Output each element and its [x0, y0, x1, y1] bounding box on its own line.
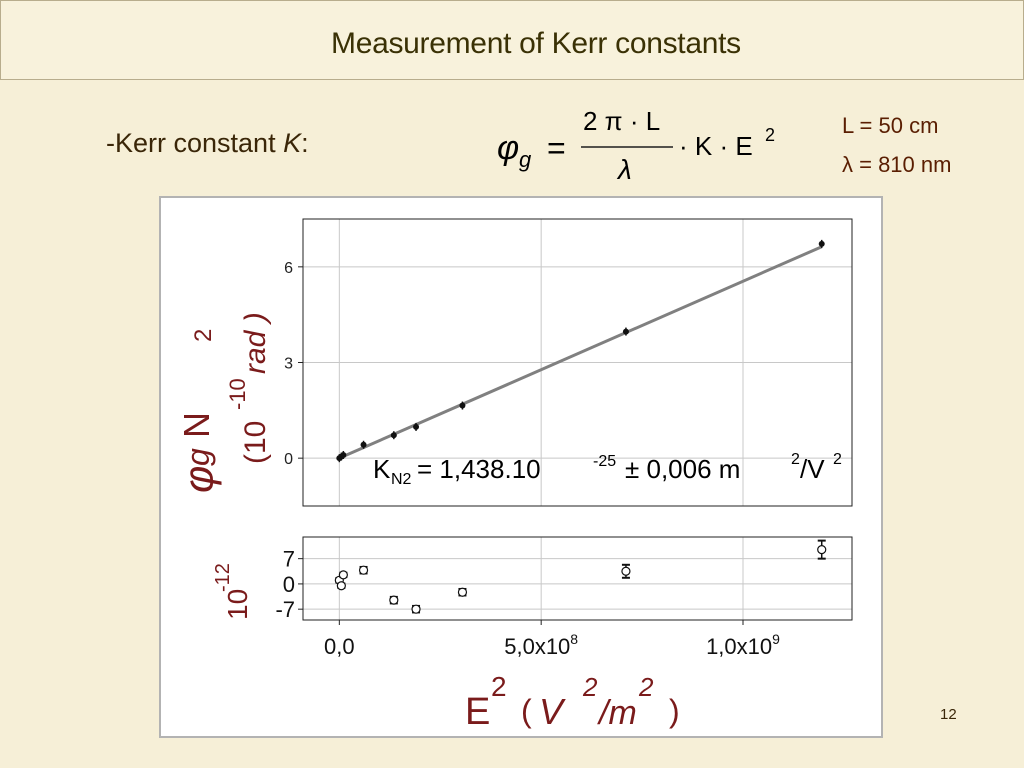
main-data-point — [390, 432, 397, 439]
x-axis-label: E 2 ( V 2 /m 2 ) — [465, 671, 680, 733]
kerr-chart: 036 φ g N 2 (10 -10 rad ) K N2 = 1,438.1… — [175, 218, 853, 733]
annotation-mid: = 1,438.10 — [417, 454, 541, 484]
main-ytick-label: 6 — [284, 260, 293, 277]
residual-y-axis-label: 10 -12 — [212, 563, 253, 620]
main-y-axis-label: φ g N 2 (10 -10 rad ) — [175, 312, 272, 493]
residual-grid — [303, 537, 852, 620]
residual-plot-area — [302, 536, 853, 621]
res-data-point — [817, 545, 827, 555]
xlabel-E-exp: 2 — [491, 671, 507, 702]
formula-phi: φ — [497, 129, 519, 167]
formula-rhs: · K · E — [679, 131, 753, 161]
main-ytick-label: 0 — [284, 451, 293, 468]
res-ytick-label: -7 — [275, 597, 295, 622]
annotation-exp2: 2 — [791, 451, 800, 468]
main-data-point — [818, 240, 825, 247]
res-data-point — [389, 595, 399, 605]
annotation-sub: N2 — [391, 471, 412, 488]
parameters: L = 50 cm λ = 810 nm — [842, 106, 951, 184]
annotation-exp: -25 — [593, 453, 616, 470]
kerr-label-symbol: K — [283, 128, 302, 158]
residual-data-points — [334, 539, 827, 614]
ylabel-unit-exp: -10 — [225, 378, 250, 410]
kerr-label-suffix: : — [301, 128, 309, 158]
title-bar: Measurement of Kerr constants — [0, 0, 1024, 80]
kerr-label-prefix: -Kerr constant — [106, 128, 284, 158]
main-ytick-label: 3 — [284, 356, 293, 373]
main-data-point — [413, 423, 420, 430]
page-number: 12 — [940, 706, 957, 723]
ylabel-gas: N — [176, 412, 217, 438]
xlabel-E: E — [465, 691, 490, 733]
ylabel-unit-prefix: (10 — [239, 421, 272, 464]
param-wavelength: λ = 810 nm — [842, 152, 952, 177]
x-tick-label: 5,0x108 — [504, 631, 578, 659]
formula-equals: = — [547, 130, 566, 166]
kerr-constant-label: -Kerr constant K: — [106, 128, 309, 159]
kerr-formula: φ g = 2 π · L λ · K · E 2 — [497, 106, 775, 183]
res-ytick-label: 7 — [283, 547, 295, 572]
kerr-annotation: K N2 = 1,438.10 -25 ± 0,006 m 2 /V 2 — [373, 451, 842, 488]
x-axis-ticks: 0,0 5,0x108 1,0x109 — [324, 620, 780, 659]
slide-title: Measurement of Kerr constants — [331, 27, 741, 60]
xlabel-open: ( — [521, 693, 532, 729]
main-grid — [303, 219, 852, 506]
formula-phi-subscript: g — [519, 147, 532, 172]
res-data-point — [338, 570, 348, 580]
res-ylabel-base: 10 — [222, 589, 253, 620]
main-data-points — [336, 239, 825, 463]
main-data-point — [360, 441, 367, 448]
xlabel-close: ) — [669, 693, 680, 729]
ylabel-unit: rad ) — [239, 312, 272, 374]
x-tick-label: 1,0x109 — [706, 631, 780, 659]
x-tick-label: 0,0 — [324, 634, 355, 659]
ylabel-phi-sub: g — [180, 448, 216, 466]
res-data-point — [336, 581, 346, 591]
main-data-point — [340, 451, 347, 458]
main-y-ticks: 0 3 6 — [284, 260, 303, 468]
formula-numerator: 2 π · L — [583, 106, 660, 136]
annotation-exp3: 2 — [833, 451, 842, 468]
residual-y-ticks: -707 — [275, 547, 303, 622]
annotation-suffix2: /V — [800, 454, 825, 484]
xlabel-slash-m: /m — [597, 694, 637, 732]
res-data-point — [358, 565, 369, 575]
ylabel-gas-sub: 2 — [190, 329, 217, 342]
res-data-point — [457, 587, 468, 597]
res-ylabel-exp: -12 — [212, 563, 234, 592]
res-ytick-label: 0 — [283, 572, 295, 597]
main-data-point — [459, 402, 466, 409]
annotation-suffix: ± 0,006 m — [625, 454, 740, 484]
res-data-point — [621, 566, 631, 576]
param-length: L = 50 cm — [842, 113, 939, 138]
formula-denominator: λ — [616, 154, 632, 183]
annotation-k: K — [373, 454, 391, 484]
xlabel-V: V — [539, 691, 566, 732]
xlabel-V-exp: 2 — [582, 672, 598, 702]
main-data-point — [622, 328, 629, 335]
xlabel-m-exp: 2 — [638, 672, 654, 702]
ylabel-phi: φ — [175, 466, 222, 493]
formula-rhs-exponent: 2 — [765, 125, 775, 145]
res-data-point — [411, 604, 421, 614]
fit-line — [338, 245, 823, 460]
